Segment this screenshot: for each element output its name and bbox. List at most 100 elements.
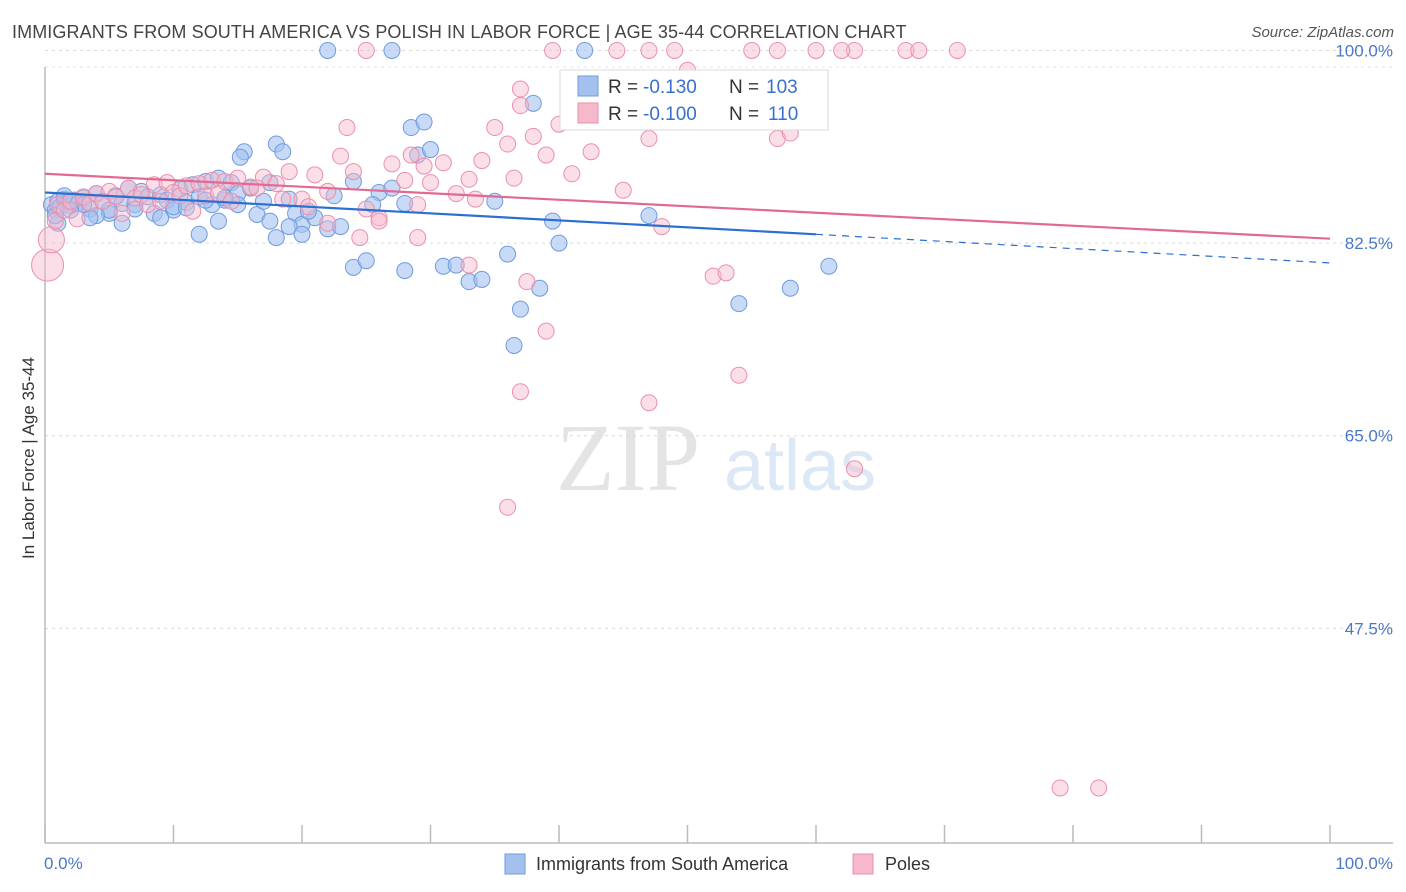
point-poles bbox=[319, 214, 337, 232]
legend-n-value-1: 103 bbox=[766, 77, 798, 98]
point-poles bbox=[267, 175, 285, 193]
point-poles bbox=[332, 147, 350, 165]
point-poles bbox=[229, 169, 247, 187]
point-poles bbox=[466, 190, 484, 208]
point-poles bbox=[113, 204, 131, 222]
legend-swatch-pink bbox=[577, 102, 599, 124]
point-poles bbox=[846, 460, 864, 478]
bottom-legend-swatch-blue bbox=[504, 853, 526, 875]
point-poles bbox=[248, 179, 266, 197]
chart-source: Source: ZipAtlas.com bbox=[1251, 24, 1394, 41]
legend-n-label-1: N = bbox=[729, 77, 759, 98]
point-poles bbox=[511, 383, 529, 401]
point-poles bbox=[75, 188, 93, 206]
point-poles bbox=[396, 171, 414, 189]
watermark-atlas: atlas bbox=[724, 426, 876, 506]
point-poles bbox=[499, 498, 517, 516]
point-immigrants bbox=[274, 143, 292, 161]
point-poles bbox=[68, 210, 86, 228]
bottom-legend-label-pink: Poles bbox=[885, 854, 930, 874]
x-tick-label: 0.0% bbox=[44, 854, 83, 873]
point-poles bbox=[666, 41, 684, 59]
point-poles bbox=[460, 256, 478, 274]
point-poles bbox=[409, 229, 427, 247]
point-poles bbox=[730, 366, 748, 384]
point-poles bbox=[910, 41, 928, 59]
trend-line-immigrants bbox=[44, 191, 817, 236]
point-immigrants bbox=[293, 225, 311, 243]
point-poles bbox=[807, 41, 825, 59]
point-immigrants bbox=[524, 94, 542, 112]
watermark-zip: ZIP bbox=[556, 404, 700, 511]
point-immigrants bbox=[280, 190, 298, 208]
point-immigrants bbox=[383, 41, 401, 59]
point-poles bbox=[460, 170, 478, 188]
point-poles bbox=[402, 146, 420, 164]
point-immigrants bbox=[152, 209, 170, 227]
point-immigrants bbox=[231, 148, 249, 166]
point-poles bbox=[1051, 779, 1069, 797]
y-tick-label: 100.0% bbox=[1335, 41, 1393, 60]
point-poles bbox=[640, 130, 658, 148]
axes bbox=[44, 67, 1393, 844]
series-poles-points bbox=[31, 41, 1108, 797]
point-poles bbox=[544, 41, 562, 59]
point-poles bbox=[614, 181, 632, 199]
point-poles bbox=[338, 119, 356, 137]
point-immigrants bbox=[550, 234, 568, 252]
legend-r-value-1: -0.130 bbox=[643, 77, 697, 98]
point-poles bbox=[473, 152, 491, 170]
point-poles bbox=[499, 135, 517, 153]
point-immigrants bbox=[505, 336, 523, 354]
point-poles bbox=[357, 41, 375, 59]
point-poles bbox=[184, 202, 202, 220]
point-immigrants bbox=[415, 113, 433, 131]
point-poles bbox=[846, 41, 864, 59]
point-poles bbox=[46, 212, 64, 230]
point-immigrants bbox=[447, 256, 465, 274]
point-immigrants bbox=[640, 207, 658, 225]
point-immigrants bbox=[730, 295, 748, 313]
point-poles bbox=[640, 394, 658, 412]
point-poles bbox=[511, 97, 529, 115]
point-immigrants bbox=[113, 214, 131, 232]
point-immigrants bbox=[511, 300, 529, 318]
trend-lines bbox=[44, 172, 1331, 264]
point-poles bbox=[422, 174, 439, 192]
point-poles bbox=[537, 146, 555, 164]
point-poles bbox=[640, 41, 658, 59]
point-poles bbox=[486, 119, 504, 137]
point-poles bbox=[415, 157, 433, 175]
legend-r-value-2: -0.100 bbox=[643, 104, 697, 125]
point-immigrants bbox=[499, 245, 517, 263]
point-poles bbox=[518, 273, 536, 291]
bottom-legend-label-blue: Immigrants from South America bbox=[536, 854, 789, 874]
point-poles bbox=[145, 176, 163, 194]
point-poles bbox=[319, 182, 337, 200]
point-poles bbox=[344, 163, 362, 181]
point-immigrants bbox=[319, 41, 337, 59]
chart-title: IMMIGRANTS FROM SOUTH AMERICA VS POLISH … bbox=[12, 22, 907, 42]
point-poles bbox=[768, 130, 786, 148]
point-poles bbox=[524, 127, 542, 145]
x-tick-label: 100.0% bbox=[1335, 854, 1393, 873]
bottom-legend-swatch-pink bbox=[852, 853, 874, 875]
x-tick-labels: 0.0% 100.0% bbox=[44, 854, 1393, 873]
legend-r-label-1: R = bbox=[608, 77, 638, 98]
point-poles bbox=[152, 192, 170, 210]
point-poles bbox=[897, 41, 915, 59]
point-poles bbox=[717, 264, 735, 282]
point-immigrants bbox=[267, 229, 285, 247]
watermark: ZIP atlas bbox=[556, 404, 876, 511]
stats-legend: R = -0.130 N = 103 R = -0.100 N = 110 bbox=[559, 69, 829, 131]
point-immigrants bbox=[280, 218, 298, 236]
point-poles bbox=[608, 41, 626, 59]
point-poles bbox=[197, 187, 215, 205]
point-immigrants bbox=[422, 141, 439, 159]
point-poles bbox=[31, 248, 65, 282]
trend-line-poles bbox=[44, 172, 1331, 240]
point-poles bbox=[383, 155, 401, 173]
point-poles bbox=[280, 163, 298, 181]
point-poles bbox=[743, 41, 761, 59]
point-immigrants bbox=[820, 257, 838, 275]
